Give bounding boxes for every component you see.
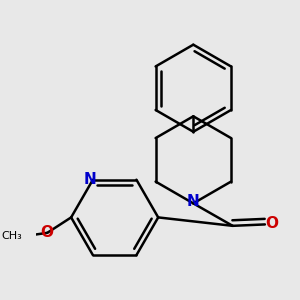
Text: N: N	[187, 194, 200, 209]
Text: CH₃: CH₃	[1, 231, 22, 241]
Text: N: N	[84, 172, 97, 187]
Text: O: O	[266, 216, 278, 231]
Text: O: O	[40, 225, 53, 240]
